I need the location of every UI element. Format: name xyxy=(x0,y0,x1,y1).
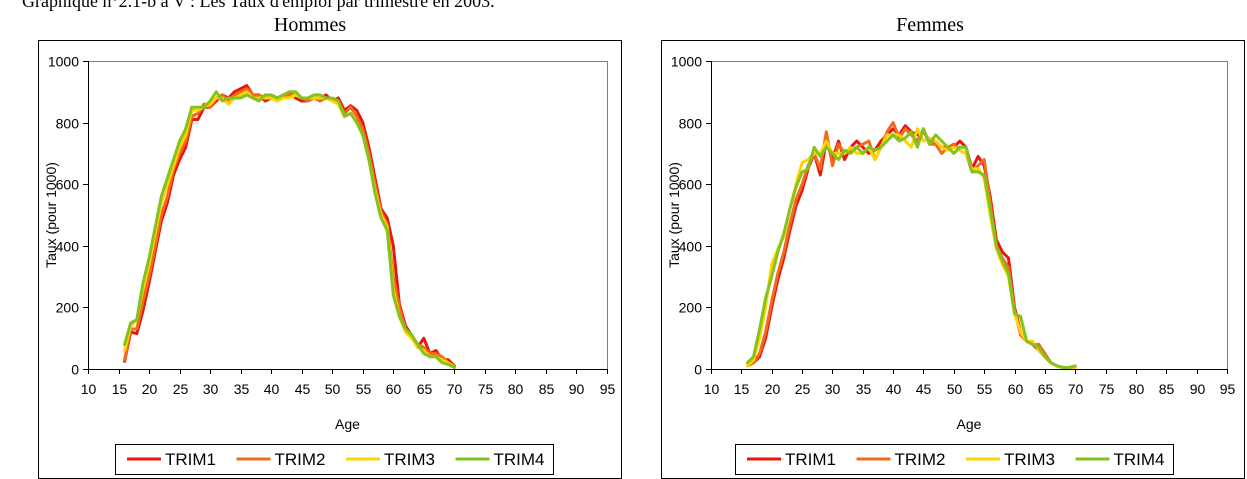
y-tick-label: 600 xyxy=(56,177,80,193)
y-axis-title: Taux (pour 1000) xyxy=(666,162,682,268)
x-tick-label: 60 xyxy=(386,381,402,397)
x-tick-label: 70 xyxy=(1068,381,1084,397)
chart-frame xyxy=(38,40,622,479)
x-tick-label: 80 xyxy=(508,381,524,397)
y-tick-label: 1000 xyxy=(671,54,702,70)
x-tick-label: 85 xyxy=(1159,381,1175,397)
series-line-trim4 xyxy=(123,90,456,369)
y-tick-label: 400 xyxy=(56,239,80,255)
x-tick-label: 60 xyxy=(1008,381,1024,397)
x-axis-title: Age xyxy=(335,416,360,432)
x-tick-label: 30 xyxy=(203,381,219,397)
legend-label-trim4: TRIM4 xyxy=(1114,450,1165,469)
x-tick-label: 20 xyxy=(142,381,158,397)
legend: TRIM1 TRIM2 TRIM3 TRIM4 xyxy=(115,444,554,475)
x-tick-label: 65 xyxy=(417,381,433,397)
x-tick-label: 10 xyxy=(704,381,720,397)
y-tick-label: 200 xyxy=(679,300,703,316)
chart-title-femmes: Femmes xyxy=(896,14,964,36)
y-tick-label: 1000 xyxy=(48,54,79,70)
x-tick-label: 20 xyxy=(765,381,781,397)
y-axis-title: Taux (pour 1000) xyxy=(43,162,59,268)
y-tick-label: 400 xyxy=(679,239,703,255)
x-tick-label: 55 xyxy=(356,381,372,397)
x-tick-label: 50 xyxy=(325,381,341,397)
x-tick-label: 35 xyxy=(234,381,250,397)
x-tick-label: 40 xyxy=(264,381,280,397)
x-tick-label: 95 xyxy=(1220,381,1236,397)
x-tick-label: 55 xyxy=(977,381,993,397)
chart-hommes: 0 200 400 600 800 1000 10 15 20 25 30 35 40 45 50 55 60 6… xyxy=(38,40,622,479)
legend-label-trim2: TRIM2 xyxy=(895,450,946,469)
chart-femmes: 0 200 400 600 800 1000 10 15 20 25 30 35 40 45 50 55 60 6… xyxy=(661,40,1245,479)
x-tick-label: 70 xyxy=(447,381,463,397)
legend-label-trim1: TRIM1 xyxy=(165,450,216,469)
legend-label-trim2: TRIM2 xyxy=(275,450,326,469)
chart-frame xyxy=(661,40,1245,479)
x-tick-label: 45 xyxy=(295,381,311,397)
y-tick-label: 0 xyxy=(694,362,702,378)
x-tick-label: 80 xyxy=(1129,381,1145,397)
legend: TRIM1 TRIM2 TRIM3 TRIM4 xyxy=(735,444,1174,475)
legend-label-trim4: TRIM4 xyxy=(494,450,545,469)
x-tick-label: 15 xyxy=(112,381,128,397)
x-tick-label: 90 xyxy=(1190,381,1206,397)
x-tick-label: 50 xyxy=(947,381,963,397)
x-tick-label: 65 xyxy=(1038,381,1054,397)
x-tick-label: 45 xyxy=(916,381,932,397)
y-tick-label: 600 xyxy=(679,177,703,193)
x-axis-title: Age xyxy=(957,416,982,432)
x-tick-label: 95 xyxy=(600,381,616,397)
series-line-trim3 xyxy=(745,127,1077,369)
chart-title-hommes: Hommes xyxy=(273,14,347,36)
series-line-trim2 xyxy=(123,87,456,368)
y-tick-label: 800 xyxy=(56,116,80,132)
series-line-trim4 xyxy=(745,127,1077,369)
x-tick-label: 85 xyxy=(539,381,555,397)
x-tick-label: 75 xyxy=(478,381,494,397)
x-tick-label: 90 xyxy=(569,381,585,397)
y-tick-label: 800 xyxy=(679,116,703,132)
x-tick-label: 25 xyxy=(173,381,189,397)
x-tick-label: 40 xyxy=(886,381,902,397)
x-tick-label: 25 xyxy=(795,381,811,397)
y-tick-label: 0 xyxy=(71,362,79,378)
x-tick-label: 15 xyxy=(734,381,750,397)
x-tick-label: 10 xyxy=(81,381,97,397)
x-tick-label: 30 xyxy=(825,381,841,397)
legend-label-trim3: TRIM3 xyxy=(384,450,435,469)
y-tick-label: 200 xyxy=(56,300,80,316)
legend-label-trim1: TRIM1 xyxy=(785,450,836,469)
x-tick-label: 75 xyxy=(1099,381,1115,397)
legend-label-trim3: TRIM3 xyxy=(1004,450,1055,469)
x-tick-label: 35 xyxy=(856,381,872,397)
figure-caption: Graphique n°2.1-b à V : Les Taux d'emplo… xyxy=(22,0,495,11)
